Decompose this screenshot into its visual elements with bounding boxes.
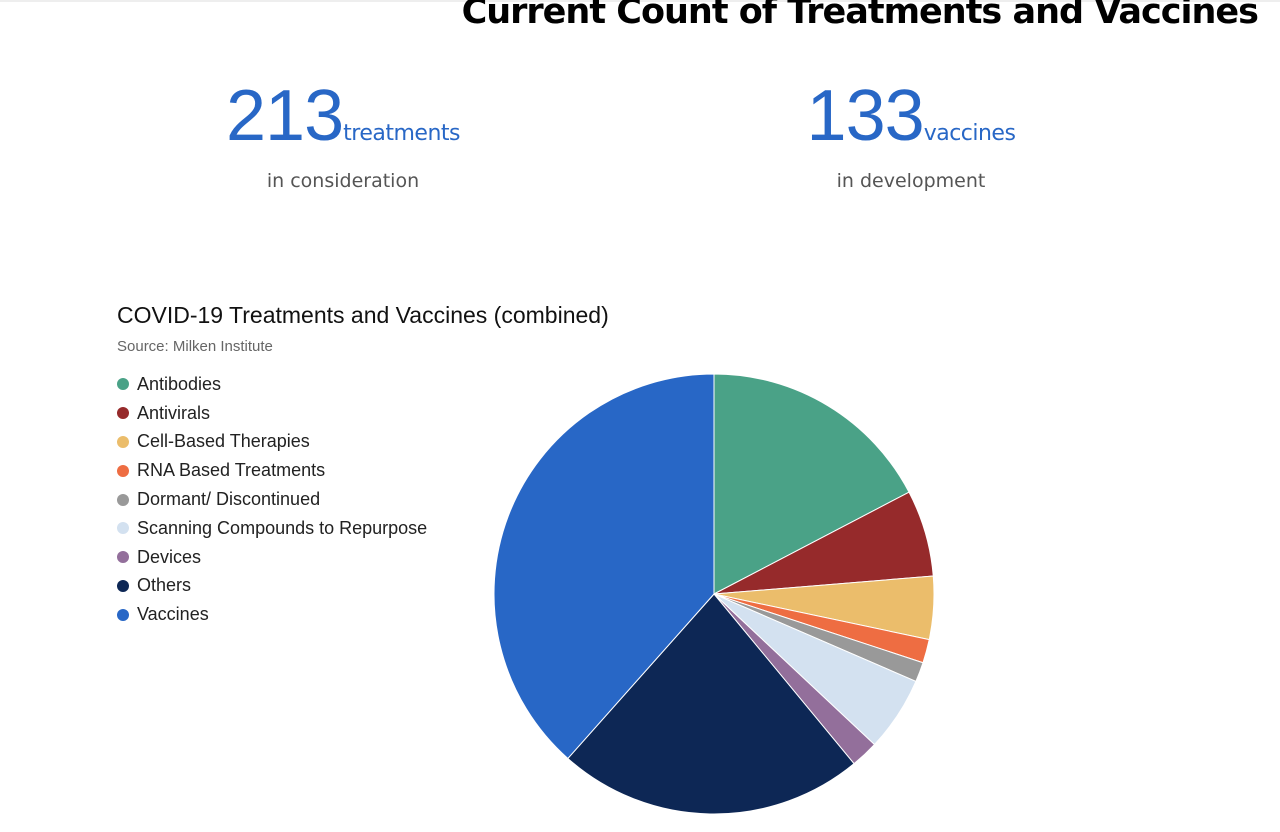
legend-swatch [117, 493, 129, 506]
legend-swatch [117, 579, 129, 592]
pie-slice-others[interactable] [567, 593, 855, 815]
treatments-count: 213 [226, 76, 344, 156]
vaccines-stat: 133vaccines in development [782, 78, 1040, 192]
legend-label: Others [137, 575, 192, 596]
vaccines-caption: in development [836, 170, 986, 192]
legend-label: Cell-Based Therapies [137, 431, 310, 452]
pie-slice-antibodies[interactable] [713, 373, 910, 595]
legend-swatch [117, 522, 129, 535]
legend-item-antibodies[interactable]: Antibodies [117, 370, 427, 399]
legend-label: RNA Based Treatments [137, 460, 326, 481]
legend-swatch [117, 464, 129, 477]
treatments-unit: treatments [343, 121, 460, 146]
legend-item-antivirals[interactable]: Antivirals [117, 399, 427, 428]
legend-swatch [117, 551, 129, 564]
vaccines-count: 133 [806, 76, 925, 156]
legend-swatch [117, 608, 129, 621]
legend-item-cell-based-therapies[interactable]: Cell-Based Therapies [117, 428, 427, 457]
legend-label: Devices [137, 546, 202, 567]
legend-item-devices[interactable]: Devices [117, 543, 427, 572]
legend-item-vaccines[interactable]: Vaccines [117, 600, 427, 629]
legend-item-rna-based-treatments[interactable]: RNA Based Treatments [117, 456, 427, 485]
pie-slice-vaccines[interactable] [493, 373, 715, 760]
chart-title: COVID-19 Treatments and Vaccines (combin… [117, 302, 609, 328]
legend-label: Antibodies [137, 373, 222, 394]
legend-label: Antivirals [137, 402, 211, 423]
treatments-stat: 213treatments in consideration [200, 78, 486, 192]
chart-source: Source: Milken Institute [117, 338, 273, 355]
legend-item-scanning-compounds-to-repurpose[interactable]: Scanning Compounds to Repurpose [117, 514, 427, 543]
top-divider [0, 0, 1280, 2]
treatments-caption: in consideration [266, 170, 420, 192]
page-title: Current Count of Treatments and Vaccines [461, 0, 1259, 32]
legend-label: Scanning Compounds to Repurpose [137, 517, 428, 538]
vaccines-unit: vaccines [923, 121, 1016, 146]
treatments-stat-main: 213treatments [200, 78, 486, 154]
legend-label: Dormant/ Discontinued [137, 489, 321, 510]
legend-swatch [117, 378, 129, 391]
chart-legend: Antibodies Antivirals Cell-Based Therapies… [117, 370, 427, 629]
legend-item-dormant-discontinued[interactable]: Dormant/ Discontinued [117, 485, 427, 514]
legend-label: Vaccines [137, 604, 209, 625]
legend-swatch [117, 435, 129, 448]
legend-swatch [117, 407, 129, 420]
vaccines-stat-main: 133vaccines [782, 78, 1040, 154]
legend-item-others[interactable]: Others [117, 572, 427, 601]
